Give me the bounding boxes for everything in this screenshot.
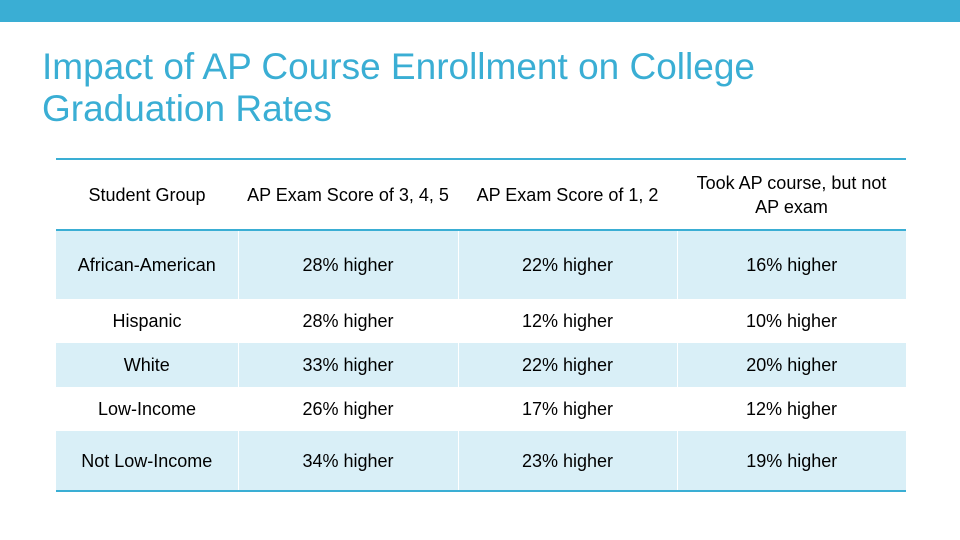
column-header-score-3-4-5: AP Exam Score of 3, 4, 5 (247, 184, 449, 205)
column-header-course-no-exam: Took AP course, but not AP exam (696, 172, 887, 217)
student-group-cell: African-American (56, 230, 238, 299)
table-cell: 17% higher (521, 399, 614, 419)
table-cell: 12% higher (745, 399, 838, 419)
table-cell: 12% higher (521, 311, 614, 331)
column-header-student-group: Student Group (88, 184, 206, 205)
table-cell: 26% higher (302, 399, 394, 419)
table-cell: 28% higher (302, 311, 394, 331)
graduation-rates-table: Student Group AP Exam Score of 3, 4, 5 A… (56, 158, 906, 492)
table-row: Low-Income 26% higher 17% higher 12% hig… (56, 387, 906, 431)
table-row: African-American 28% higher 22% higher 1… (56, 230, 906, 299)
table-cell: 20% higher (676, 343, 906, 387)
student-group-cell: Hispanic (112, 311, 182, 331)
table-header-row: Student Group AP Exam Score of 3, 4, 5 A… (56, 159, 906, 230)
table-cell: 23% higher (457, 431, 677, 491)
table-row: Hispanic 28% higher 12% higher 10% highe… (56, 299, 906, 343)
table-cell: 33% higher (237, 343, 458, 387)
table-cell: 16% higher (676, 230, 906, 299)
table-row: White 33% higher 22% higher 20% higher (56, 343, 906, 387)
table-cell: 22% higher (457, 230, 677, 299)
table-cell: 10% higher (745, 311, 838, 331)
top-accent-bar (0, 0, 960, 22)
table-cell: 28% higher (237, 230, 458, 299)
table-row: Not Low-Income 34% higher 23% higher 19%… (56, 431, 906, 491)
table-cell: 22% higher (457, 343, 677, 387)
student-group-cell: White (56, 343, 238, 387)
student-group-cell: Low-Income (97, 399, 197, 419)
slide-title: Impact of AP Course Enrollment on Colleg… (42, 46, 755, 129)
table-cell: 19% higher (676, 431, 906, 491)
student-group-cell: Not Low-Income (56, 431, 238, 491)
table-cell: 34% higher (237, 431, 458, 491)
column-header-score-1-2: AP Exam Score of 1, 2 (476, 184, 659, 205)
